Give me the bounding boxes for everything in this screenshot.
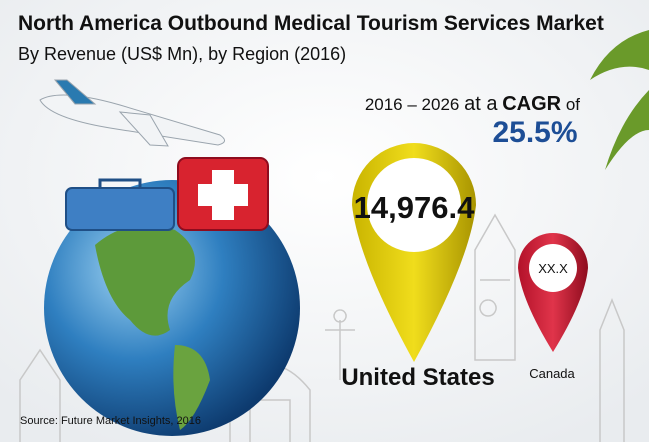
region-name: United States [341,364,494,391]
region-name: Canada [529,366,575,381]
cagr-label: CAGR [502,93,561,115]
cagr-value: 25.5% [492,116,577,149]
title: North America Outbound Medical Tourism S… [18,12,604,35]
region-value: XX.X [538,261,568,276]
source: Source: Future Market Insights, 2016 [20,415,201,427]
cagr-period: 2016 – 2026 [365,95,460,114]
cagr-line: 2016 – 2026 at a CAGR of [365,93,580,115]
region-value: 14,976.4 [354,190,475,225]
cagr-suffix: of [566,95,580,114]
subtitle: By Revenue (US$ Mn), by Region (2016) [18,44,346,64]
cagr-prefix: at a [464,93,498,115]
